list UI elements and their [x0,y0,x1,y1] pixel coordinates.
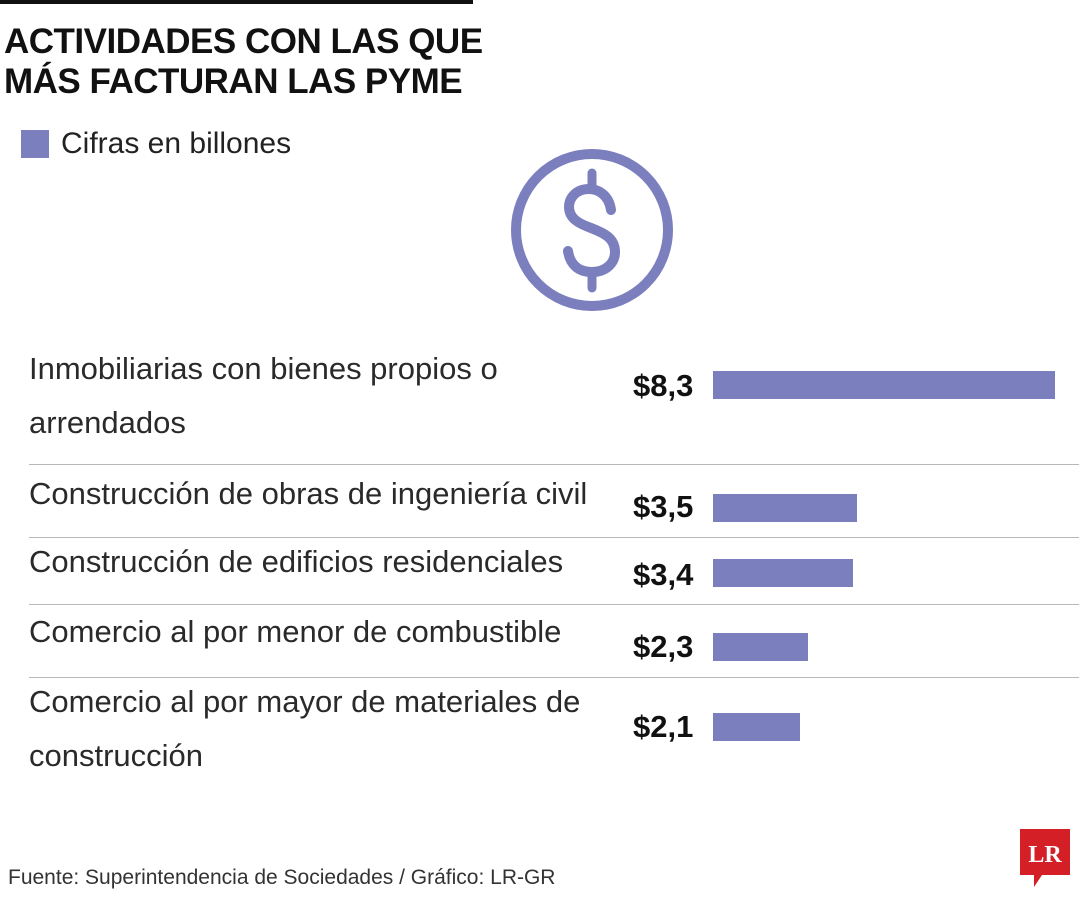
source-note: Fuente: Superintendencia de Sociedades /… [8,866,556,889]
chart-title-line-2: MÁS FACTURAN LAS PYME [4,62,463,101]
category-label-line: construcción [29,738,204,773]
category-label-line: Comercio al por menor de combustible [29,614,562,649]
bar [713,371,1055,399]
dollar-circle-icon [511,149,673,311]
legend-swatch [21,130,49,158]
bar [713,494,857,522]
top-rule [0,0,473,4]
category-label: Comercio al por mayor de materiales de co… [29,675,619,783]
category-label-line: Construcción de edificios residenciales [29,544,564,579]
value-label: $3,4 [633,557,694,592]
value-label: $2,3 [633,629,694,664]
row-divider [29,464,1079,465]
chart-title-line-1: ACTIVIDADES CON LAS QUE [4,22,483,61]
legend-label: Cifras en billones [61,127,292,160]
legend: Cifras en billones [21,126,291,162]
category-label-line: Construcción de obras de ingeniería civi… [29,476,588,511]
row-divider [29,604,1079,605]
value-label: $3,5 [633,489,694,524]
category-label-line: arrendados [29,405,186,440]
chart-title: ACTIVIDADES CON LAS QUE MÁS FACTURAN LAS… [4,22,564,102]
row-divider [29,537,1079,538]
bar [713,713,800,741]
category-label: Inmobiliarias con bienes propios o arrend… [29,342,619,450]
category-label: Comercio al por menor de combustible [29,605,619,659]
category-label: Construcción de edificios residenciales [29,535,619,589]
lr-logo-text: LR [1028,842,1062,868]
category-label: Construcción de obras de ingeniería civi… [29,467,619,521]
bar [713,559,853,587]
row-divider [29,677,1079,678]
value-label: $2,1 [633,709,694,744]
lr-logo: LR [1020,829,1070,887]
value-label: $8,3 [633,368,694,403]
category-label-line: Comercio al por mayor de materiales de [29,684,581,719]
category-label-line: Inmobiliarias con bienes propios o [29,351,498,386]
bar [713,633,808,661]
